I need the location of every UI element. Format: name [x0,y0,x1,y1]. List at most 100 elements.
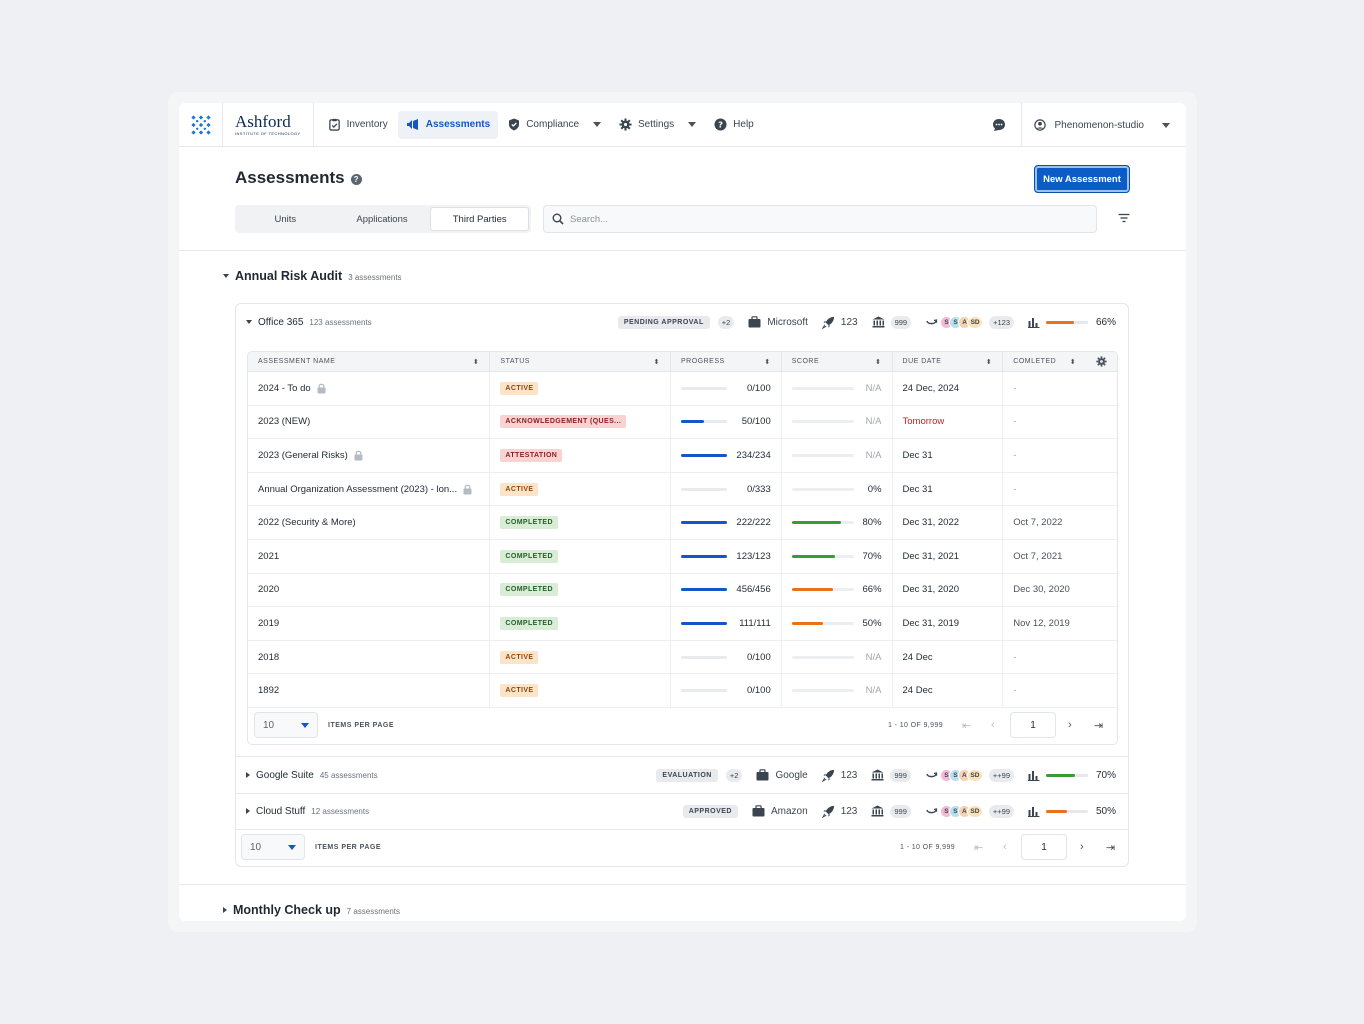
assessment-name[interactable]: 2018 [258,651,280,663]
vendor-row-office-365[interactable]: Office 365 123 assessments PENDING APPRO… [236,304,1128,340]
assessment-name[interactable]: 1892 [258,685,280,697]
per-page-select[interactable]: 10 [254,712,318,738]
status-badge: COMPLETED [500,616,558,630]
prev-page-icon[interactable]: ‹ [991,719,995,731]
column-header-name[interactable]: ASSESSMENT NAME ⬍ [248,352,491,371]
app-window: Ashford INSTITUTE OF TECHNOLOGY Inventor… [179,103,1186,921]
score-value: 50% [862,617,882,629]
first-page-icon[interactable]: ⇤ [962,719,972,732]
table-row[interactable]: 2019 COMPLETED 111/111 50% Dec 31, 2019 Nov 1… [248,607,1117,641]
sort-icon[interactable]: ⬍ [985,358,993,366]
brand-logo[interactable]: Ashford INSTITUTE OF TECHNOLOGY [223,103,314,147]
per-page-select[interactable]: 10 [241,834,305,860]
column-header-completed[interactable]: COMLETED ⬍ [1003,352,1117,371]
table-row[interactable]: 2022 (Security & More) COMPLETED 222/222 80… [248,506,1117,540]
table-row[interactable]: 2018 ACTIVE 0/100 N/A 24 Dec - [248,640,1117,675]
last-page-icon[interactable]: ⇥ [1094,719,1104,732]
briefcase-icon [752,805,765,817]
assessment-name[interactable]: 2019 [258,617,280,629]
assessment-name[interactable]: Annual Organization Assessment (2023) - … [258,483,458,495]
vendor-count: 45 assessments [319,770,378,780]
column-header-score[interactable]: SCORE ⬍ [782,352,893,371]
next-page-icon[interactable]: › [1080,841,1084,853]
chevron-down-icon [246,320,252,324]
first-page-icon[interactable]: ⇤ [974,841,984,854]
table-row[interactable]: 2023 (NEW) ACKNOWLEDGEMENT (QUES... 50/100… [248,405,1117,440]
page-number-input[interactable]: 1 [1021,834,1067,860]
refresh-icon [926,808,937,814]
tab-third-parties[interactable]: Third Parties [430,207,530,231]
column-header-status[interactable]: STATUS ⬍ [490,352,671,371]
filter-icon[interactable] [1118,213,1130,226]
sort-icon[interactable]: ⬍ [875,358,882,366]
page-number-input[interactable]: 1 [1010,712,1056,738]
company: Google [756,769,808,781]
group-pagination: 10 ITEMS PER PAGE 1 - 10 OF 9,999 ⇤ ‹ 1 … [236,828,1128,866]
nav-help[interactable]: ? Help [706,111,762,139]
assessment-name[interactable]: 2023 (General Risks) [258,449,348,461]
assessment-name[interactable]: 2023 (NEW) [258,416,311,428]
vendor-row-cloud-stuff[interactable]: Cloud Stuff 12 assessments APPROVED Amaz… [236,793,1128,829]
status-badge: ACTIVE [500,650,539,664]
avatar: SD [967,315,984,329]
progress-bar [680,588,727,592]
app-grid-logo-icon[interactable] [179,103,223,147]
nav-compliance-label: Compliance [526,119,580,130]
vendor-score: 70% [1028,770,1116,781]
group-header-monthly-check-up[interactable]: Monthly Check up 7 assessments [223,903,400,917]
sort-icon[interactable]: ⬍ [653,358,660,366]
score-bar [791,453,854,457]
due-date: 24 Dec, 2024 [902,382,960,394]
assessment-name[interactable]: 2020 [258,584,280,596]
nav-assessments[interactable]: Assessments [397,110,499,139]
prev-page-icon[interactable]: ‹ [1003,841,1007,853]
last-page-icon[interactable]: ⇥ [1106,841,1116,854]
chat-button[interactable] [977,118,1021,132]
progress-fill [680,554,727,558]
help-icon[interactable]: ? [350,174,362,185]
tab-applications[interactable]: Applications [356,213,408,225]
cell-score: 0% [782,472,893,506]
tab-units[interactable]: Units [274,213,297,225]
nav-inventory[interactable]: Inventory [320,111,396,139]
table-row[interactable]: Annual Organization Assessment (2023) - … [248,472,1117,507]
question-icon: ? [714,118,727,131]
column-header-progress[interactable]: PROGRESS ⬍ [671,352,782,371]
completed-date: - [1013,651,1017,663]
search-input[interactable]: Search... [543,205,1097,233]
rockets: 123 [821,316,858,329]
next-page-icon[interactable]: › [1068,719,1072,731]
table-row[interactable]: 2024 - To do ACTIVE 0/100 N/A 24 Dec, 2024 - [248,372,1117,406]
per-page-value: 10 [263,719,275,731]
avatar-stack: S S A SD [940,315,984,329]
user-menu[interactable]: Phenomenon-studio [1021,103,1186,147]
divider [179,884,1186,885]
progress-bar [680,521,727,525]
cell-name: 2022 (Security & More) [248,506,491,539]
table-row[interactable]: 2021 COMPLETED 123/123 70% Dec 31, 2021 Oct 7… [248,539,1117,574]
clipboard-icon [328,118,340,131]
sort-icon[interactable]: ⬍ [1069,358,1077,366]
new-assessment-button[interactable]: New Assessment [1034,165,1130,193]
assessment-name[interactable]: 2022 (Security & More) [258,517,356,529]
assessment-name[interactable]: 2021 [258,550,280,562]
score-value: N/A [865,416,882,428]
lock-icon [463,484,472,495]
column-header-due-date[interactable]: DUE DATE ⬍ [893,352,1004,371]
group-panel: Office 365 123 assessments PENDING APPRO… [235,303,1129,867]
cell-due-date: Dec 31 [893,472,1004,506]
sort-icon[interactable]: ⬍ [473,358,480,366]
nav-settings[interactable]: Settings [611,111,704,139]
table-row[interactable]: 2023 (General Risks) ATTESTATION 234/234 N/… [248,439,1117,473]
completed-date: Nov 12, 2019 [1013,617,1070,629]
group-header-annual-risk-audit[interactable]: Annual Risk Audit 3 assessments [223,269,402,283]
gear-icon[interactable] [1096,356,1107,367]
nav-compliance[interactable]: Compliance [500,111,609,139]
table-row[interactable]: 2020 COMPLETED 456/456 66% Dec 31, 2020 Dec 3… [248,573,1117,608]
sort-icon[interactable]: ⬍ [764,358,771,366]
vendor-name: Cloud Stuff [256,805,306,817]
vendor-row-google-suite[interactable]: Google Suite 45 assessments EVALUATION +… [236,757,1128,793]
cell-name: 2021 [248,539,491,573]
table-row[interactable]: 1892 ACTIVE 0/100 N/A 24 Dec - [248,674,1117,708]
assessment-name[interactable]: 2024 - To do [258,382,311,394]
